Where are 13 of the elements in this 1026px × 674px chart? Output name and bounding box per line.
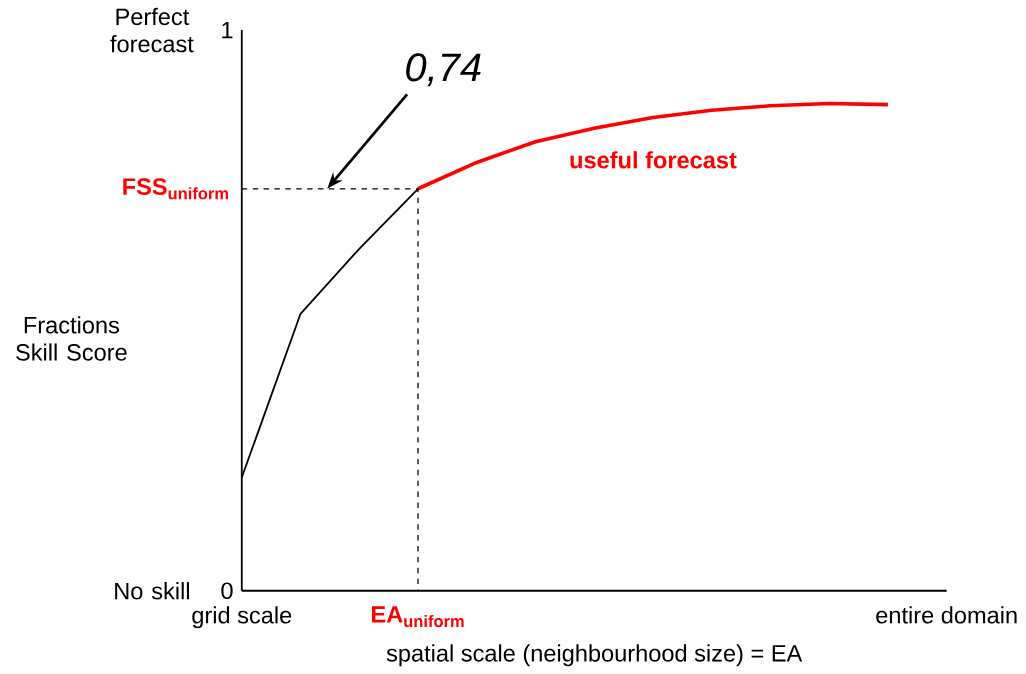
y-axis-title: Fractions Skill Score: [16, 316, 127, 361]
text: Perfect forecast: [110, 7, 194, 53]
x-axis-title: spatial scale (neighbourhood size) = EA: [386, 644, 803, 667]
x-tick-label: EA$_{uniform}$: [372, 606, 464, 628]
x-tick-label: grid scale: [192, 606, 292, 629]
line-series: [416, 101, 890, 191]
text: No skill: [115, 582, 189, 600]
y-tick-label: 0: [221, 582, 233, 600]
ref-line-label: FSS$_{uniform}$: [123, 178, 229, 200]
y-tick-label: 1: [222, 21, 233, 39]
annotation: 0,74: [406, 53, 481, 87]
series-label: useful forecast: [570, 151, 737, 169]
x-tick-label: entire domain: [876, 606, 1017, 624]
